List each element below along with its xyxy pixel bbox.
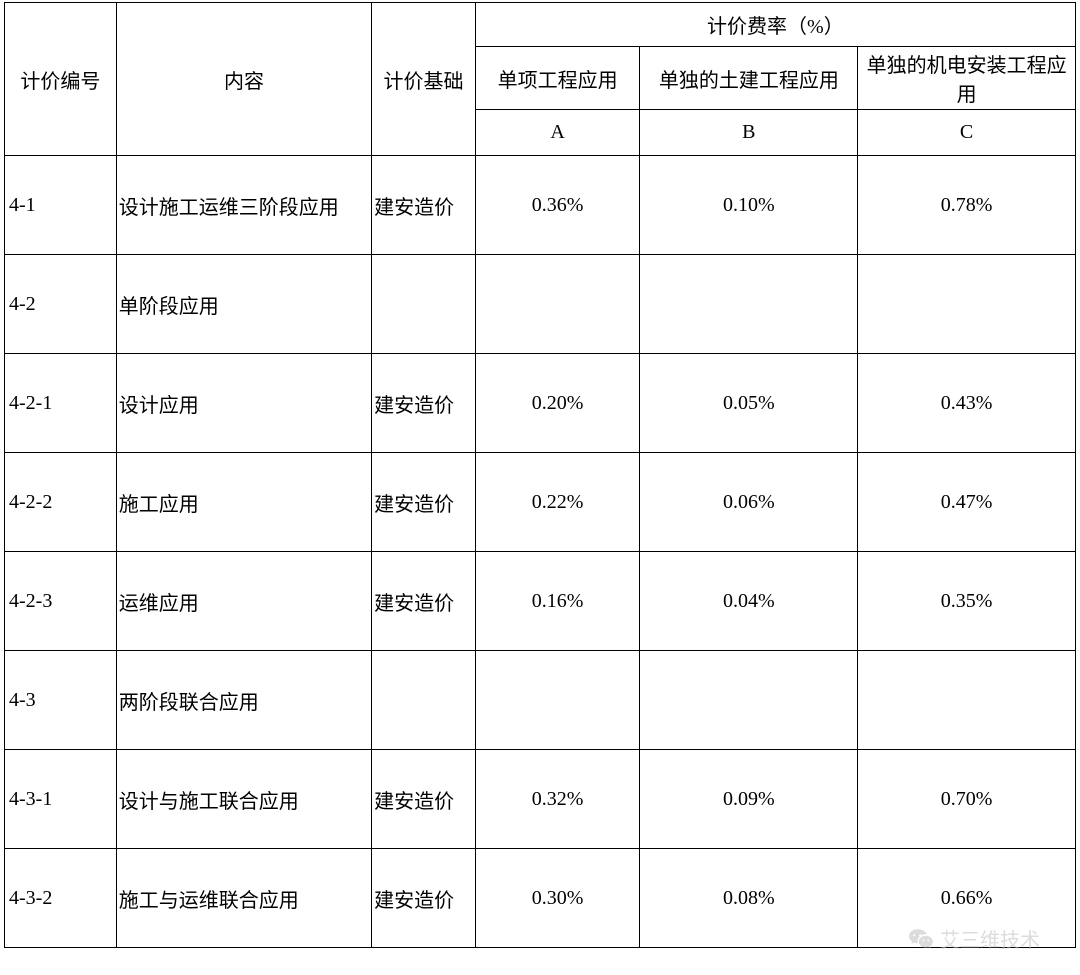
cell-rate-b: 0.06%	[640, 453, 858, 552]
cell-content: 设计应用	[116, 354, 371, 453]
cell-basis	[372, 651, 476, 750]
cell-basis: 建安造价	[372, 552, 476, 651]
header-id: 计价编号	[5, 3, 117, 156]
cell-rate-a: 0.22%	[475, 453, 640, 552]
header-rate-group: 计价费率（%）	[475, 3, 1075, 47]
cell-rate-a: 0.36%	[475, 156, 640, 255]
table-row: 4-3 两阶段联合应用	[5, 651, 1076, 750]
header-content: 内容	[116, 3, 371, 156]
cell-rate-c: 0.70%	[858, 750, 1076, 849]
cell-rate-c	[858, 255, 1076, 354]
cell-content: 施工应用	[116, 453, 371, 552]
cell-basis: 建安造价	[372, 354, 476, 453]
cell-basis: 建安造价	[372, 750, 476, 849]
cell-rate-a: 0.16%	[475, 552, 640, 651]
cell-rate-a: 0.32%	[475, 750, 640, 849]
cell-basis	[372, 255, 476, 354]
header-rate-c: 单独的机电安装工程应用	[858, 47, 1076, 110]
header-rate-a: 单项工程应用	[475, 47, 640, 110]
cell-rate-a	[475, 255, 640, 354]
cell-id: 4-3-1	[5, 750, 117, 849]
cell-id: 4-1	[5, 156, 117, 255]
cell-rate-b: 0.08%	[640, 849, 858, 948]
cell-content: 运维应用	[116, 552, 371, 651]
header-sub-b: B	[640, 110, 858, 156]
table-row: 4-2-1 设计应用 建安造价 0.20% 0.05% 0.43%	[5, 354, 1076, 453]
cell-id: 4-3	[5, 651, 117, 750]
cell-basis: 建安造价	[372, 849, 476, 948]
cell-rate-a: 0.20%	[475, 354, 640, 453]
cell-id: 4-2	[5, 255, 117, 354]
cell-rate-a	[475, 651, 640, 750]
cell-id: 4-2-1	[5, 354, 117, 453]
cell-rate-b	[640, 651, 858, 750]
table-row: 4-1 设计施工运维三阶段应用 建安造价 0.36% 0.10% 0.78%	[5, 156, 1076, 255]
cell-rate-c: 0.78%	[858, 156, 1076, 255]
cell-rate-c: 0.47%	[858, 453, 1076, 552]
cell-basis: 建安造价	[372, 156, 476, 255]
cell-rate-b: 0.09%	[640, 750, 858, 849]
cell-rate-a: 0.30%	[475, 849, 640, 948]
table-row: 4-3-1 设计与施工联合应用 建安造价 0.32% 0.09% 0.70%	[5, 750, 1076, 849]
cell-content: 设计与施工联合应用	[116, 750, 371, 849]
cell-content: 施工与运维联合应用	[116, 849, 371, 948]
cell-id: 4-2-2	[5, 453, 117, 552]
table-row: 4-2 单阶段应用	[5, 255, 1076, 354]
cell-content: 单阶段应用	[116, 255, 371, 354]
cell-rate-c	[858, 651, 1076, 750]
table-row: 4-2-2 施工应用 建安造价 0.22% 0.06% 0.47%	[5, 453, 1076, 552]
cell-id: 4-3-2	[5, 849, 117, 948]
header-rate-b: 单独的土建工程应用	[640, 47, 858, 110]
cell-rate-c: 0.43%	[858, 354, 1076, 453]
header-basis: 计价基础	[372, 3, 476, 156]
cell-rate-b: 0.04%	[640, 552, 858, 651]
table-row: 4-3-2 施工与运维联合应用 建安造价 0.30% 0.08% 0.66%	[5, 849, 1076, 948]
cell-basis: 建安造价	[372, 453, 476, 552]
header-sub-a: A	[475, 110, 640, 156]
cell-rate-b: 0.10%	[640, 156, 858, 255]
pricing-rate-table: 计价编号 内容 计价基础 计价费率（%） 单项工程应用 单独的土建工程应用 单独…	[4, 2, 1076, 948]
cell-id: 4-2-3	[5, 552, 117, 651]
cell-content: 设计施工运维三阶段应用	[116, 156, 371, 255]
cell-content: 两阶段联合应用	[116, 651, 371, 750]
table-row: 4-2-3 运维应用 建安造价 0.16% 0.04% 0.35%	[5, 552, 1076, 651]
cell-rate-b: 0.05%	[640, 354, 858, 453]
cell-rate-b	[640, 255, 858, 354]
header-sub-c: C	[858, 110, 1076, 156]
cell-rate-c: 0.66%	[858, 849, 1076, 948]
cell-rate-c: 0.35%	[858, 552, 1076, 651]
pricing-rate-table-body: 4-1 设计施工运维三阶段应用 建安造价 0.36% 0.10% 0.78% 4…	[5, 156, 1076, 948]
